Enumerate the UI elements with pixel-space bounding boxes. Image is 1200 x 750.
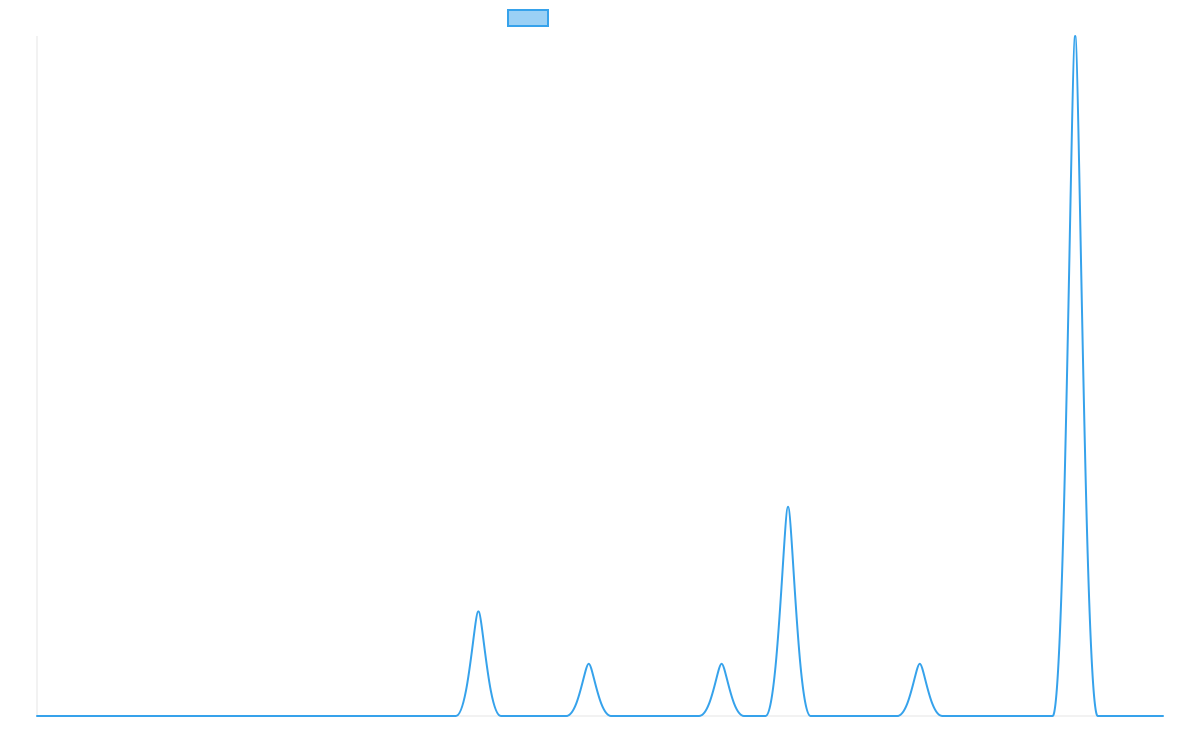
legend[interactable] [507,9,549,27]
series-line-0[interactable] [36,35,1164,717]
series-layer [36,35,1164,717]
legend-swatch[interactable] [507,9,549,27]
